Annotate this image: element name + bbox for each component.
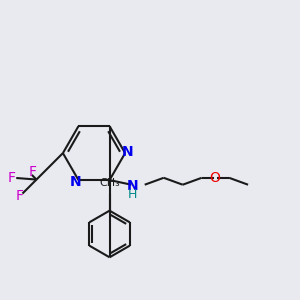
Text: N: N: [70, 175, 82, 189]
Text: N: N: [122, 145, 134, 159]
Text: H: H: [128, 188, 138, 202]
Text: CH₃: CH₃: [99, 178, 120, 188]
Text: F: F: [28, 165, 36, 179]
Text: O: O: [209, 171, 220, 185]
Text: F: F: [15, 189, 23, 203]
Text: N: N: [127, 178, 139, 193]
Text: F: F: [8, 171, 16, 185]
